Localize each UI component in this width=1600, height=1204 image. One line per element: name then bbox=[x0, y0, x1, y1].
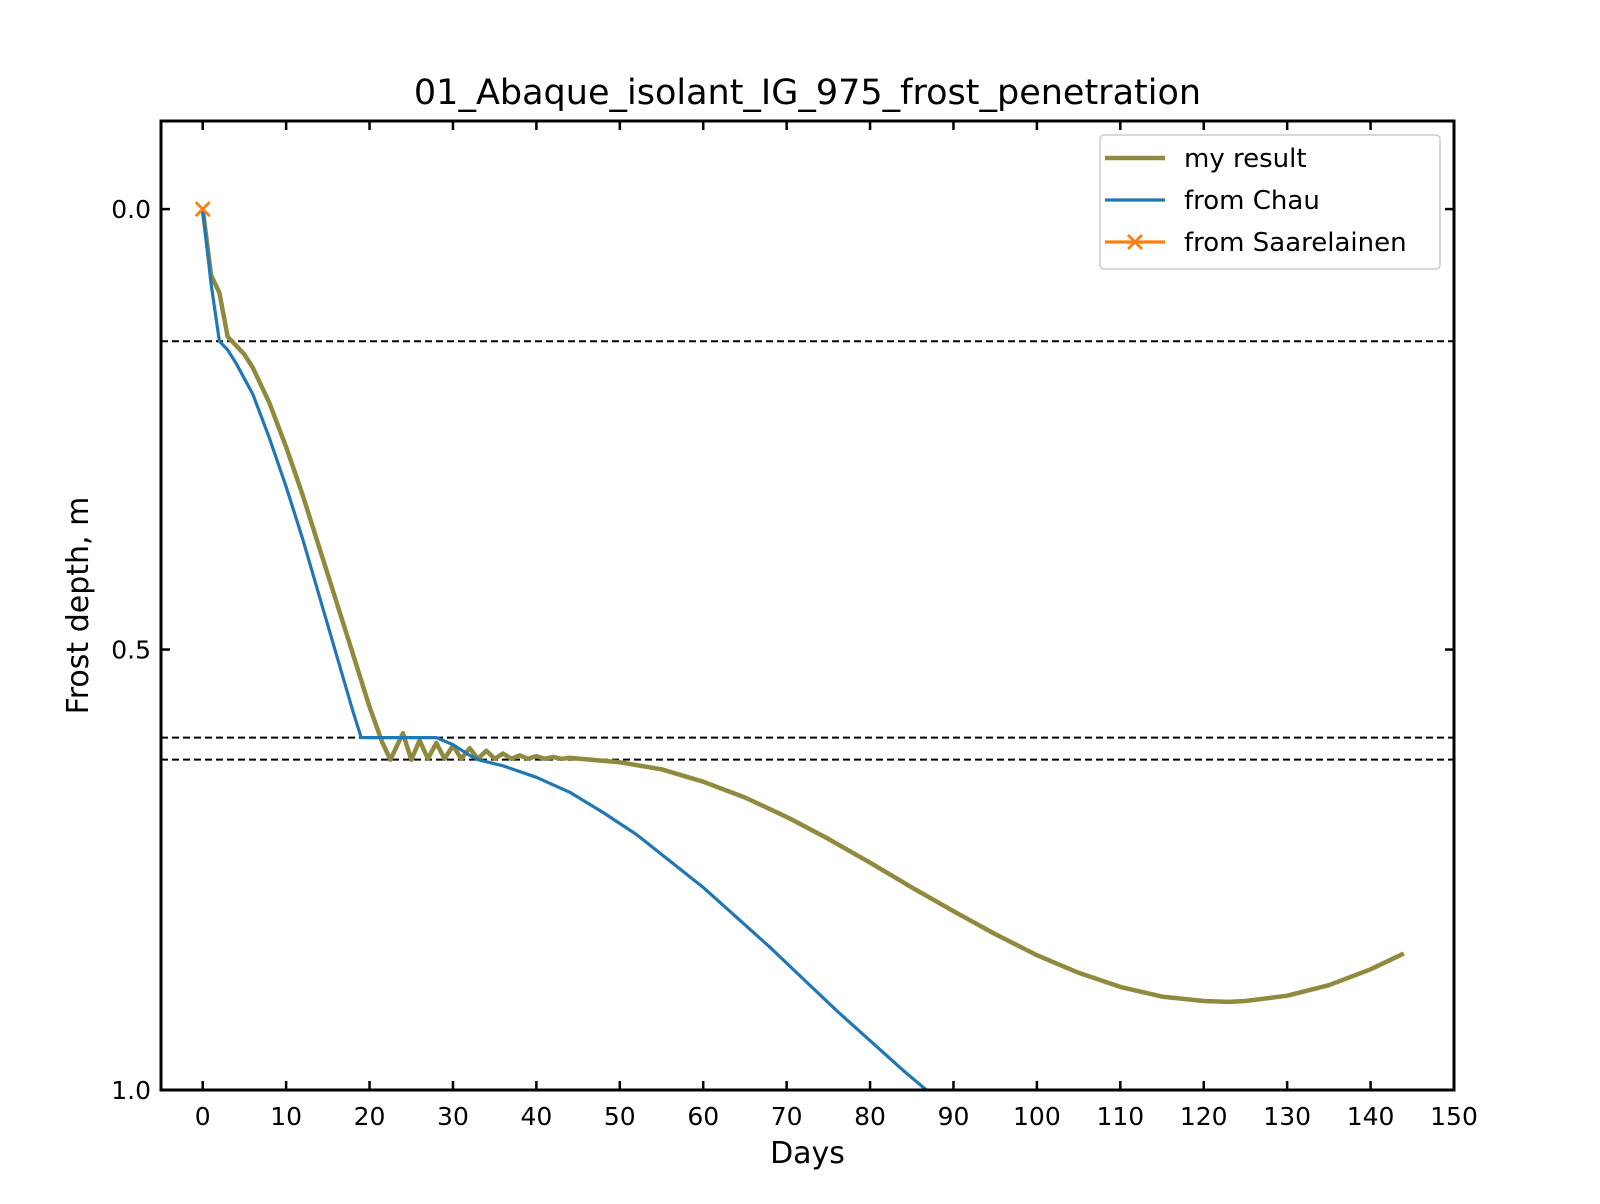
series-markers bbox=[194, 201, 211, 218]
x-tick-label: 140 bbox=[1347, 1102, 1395, 1131]
x-tick-label: 130 bbox=[1263, 1102, 1311, 1131]
legend-label: from Saarelainen bbox=[1184, 228, 1407, 258]
x-tick-label: 120 bbox=[1180, 1102, 1228, 1131]
legend-box bbox=[1099, 134, 1441, 270]
chart-title: 01_Abaque_isolant_IG_975_frost_penetrati… bbox=[414, 73, 1201, 113]
x-tick-label: 70 bbox=[771, 1102, 803, 1131]
series-line-from-chau bbox=[201, 208, 929, 1090]
x-axis-ticks: 0 10 20 30 40 50 60 70 80 90 100 110 120 130 140 150 bbox=[195, 121, 1478, 1131]
legend-label: my result bbox=[1184, 144, 1307, 174]
x-tick-label: 110 bbox=[1096, 1102, 1144, 1131]
x-tick-label: 30 bbox=[437, 1102, 469, 1131]
x-tick-label: 90 bbox=[938, 1102, 970, 1131]
series-line-my-result bbox=[200, 208, 1405, 1005]
x-axis-label: Days bbox=[770, 1136, 845, 1171]
y-tick-label: 0.5 bbox=[111, 636, 151, 665]
y-axis-ticks: 0.0 0.5 1.0 bbox=[111, 195, 1454, 1105]
y-axis-label: Frost depth, m bbox=[61, 497, 96, 715]
x-tick-label: 60 bbox=[687, 1102, 719, 1131]
x-tick-label: 40 bbox=[520, 1102, 552, 1131]
y-tick-label: 0.0 bbox=[111, 195, 151, 224]
y-tick-label: 1.0 bbox=[111, 1076, 151, 1105]
series-lines bbox=[200, 208, 1405, 1090]
legend-label: from Chau bbox=[1184, 186, 1320, 216]
x-tick-label: 0 bbox=[195, 1102, 211, 1131]
legend-item-from-saarelainen: from Saarelainen bbox=[1105, 228, 1407, 258]
legend-item-my-result: my result bbox=[1105, 144, 1307, 174]
x-tick-label: 80 bbox=[854, 1102, 886, 1131]
plot-area bbox=[161, 121, 1454, 1090]
legend-item-from-chau: from Chau bbox=[1105, 186, 1320, 216]
x-tick-label: 20 bbox=[354, 1102, 386, 1131]
legend: my result from Chau from Saarelainen bbox=[1099, 134, 1441, 270]
x-tick-label: 10 bbox=[270, 1102, 302, 1131]
x-tick-label: 50 bbox=[604, 1102, 636, 1131]
x-tick-label: 100 bbox=[1013, 1102, 1061, 1131]
plot-frame bbox=[159, 119, 1456, 1092]
data-point-from-saarelainen bbox=[194, 201, 211, 218]
x-tick-label: 150 bbox=[1430, 1102, 1478, 1131]
